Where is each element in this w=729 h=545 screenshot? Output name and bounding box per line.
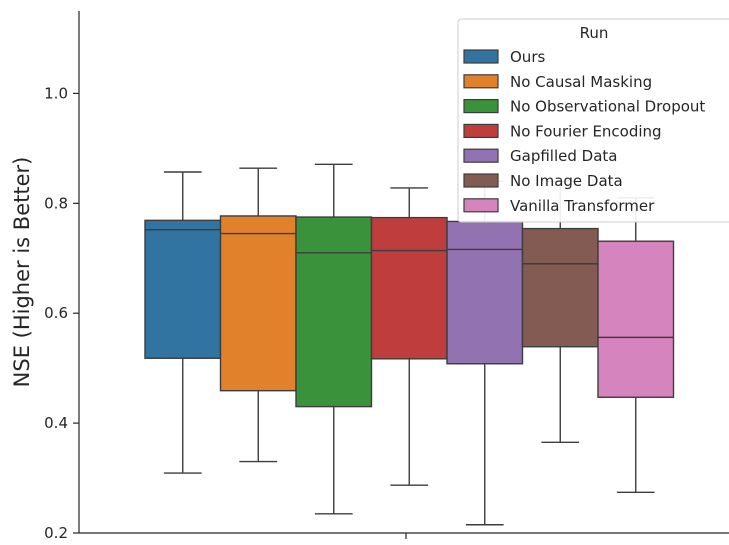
legend-swatch <box>463 98 499 114</box>
axes <box>78 11 729 539</box>
legend-item: Vanilla Transformer <box>463 197 655 215</box>
box-no-fourier-encoding <box>370 187 448 486</box>
y-tick-label: 0.6 <box>44 304 68 322</box>
legend-swatch <box>463 49 499 64</box>
legend-swatch <box>463 74 499 89</box>
y-ticks: 0.2 0.4 0.6 0.8 1.0 <box>44 84 79 542</box>
iqr-box <box>295 216 373 408</box>
iqr-box <box>597 240 675 398</box>
legend-item: No Observational Dropout <box>463 98 705 116</box>
legend-label: Ours <box>510 48 545 66</box>
box-ours <box>144 171 222 474</box>
y-tick-label: 1.0 <box>44 84 68 102</box>
boxes <box>144 163 675 526</box>
legend-label: Vanilla Transformer <box>510 197 655 215</box>
legend-label: No Observational Dropout <box>510 98 705 116</box>
legend-swatch <box>463 123 499 139</box>
iqr-box <box>446 220 524 365</box>
legend-swatch <box>463 198 499 213</box>
legend: Run Ours No Causal Masking No Observationa… <box>457 18 729 223</box>
y-tick-label: 0.4 <box>44 414 68 432</box>
iqr-box <box>219 215 297 392</box>
iqr-box <box>144 219 222 359</box>
legend-items: Ours No Causal Masking No Observational Dr… <box>463 48 705 215</box>
box-gapfilled-data <box>446 180 524 526</box>
legend-swatch <box>463 148 499 163</box>
legend-item: Gapfilled Data <box>463 147 617 165</box>
legend-label: No Fourier Encoding <box>510 122 662 140</box>
box-no-causal-masking <box>219 167 297 463</box>
box-vanilla-transformer <box>597 197 675 494</box>
legend-label: No Image Data <box>510 172 623 190</box>
legend-title: Run <box>580 24 609 42</box>
y-axis-label: NSE (Higher is Better) <box>10 157 34 388</box>
iqr-box <box>521 227 599 348</box>
legend-label: Gapfilled Data <box>510 147 617 165</box>
legend-item: No Fourier Encoding <box>463 122 662 140</box>
legend-item: Ours <box>463 48 545 66</box>
iqr-box <box>370 216 448 360</box>
y-tick-label: 0.8 <box>44 194 68 212</box>
legend-swatch <box>463 173 499 188</box>
legend-frame <box>457 18 729 223</box>
legend-item: No Image Data <box>463 172 623 190</box>
legend-item: No Causal Masking <box>463 73 652 91</box>
box-no-observational-dropout <box>295 163 373 515</box>
y-tick-label: 0.2 <box>44 524 68 540</box>
legend-label: No Causal Masking <box>510 73 652 91</box>
